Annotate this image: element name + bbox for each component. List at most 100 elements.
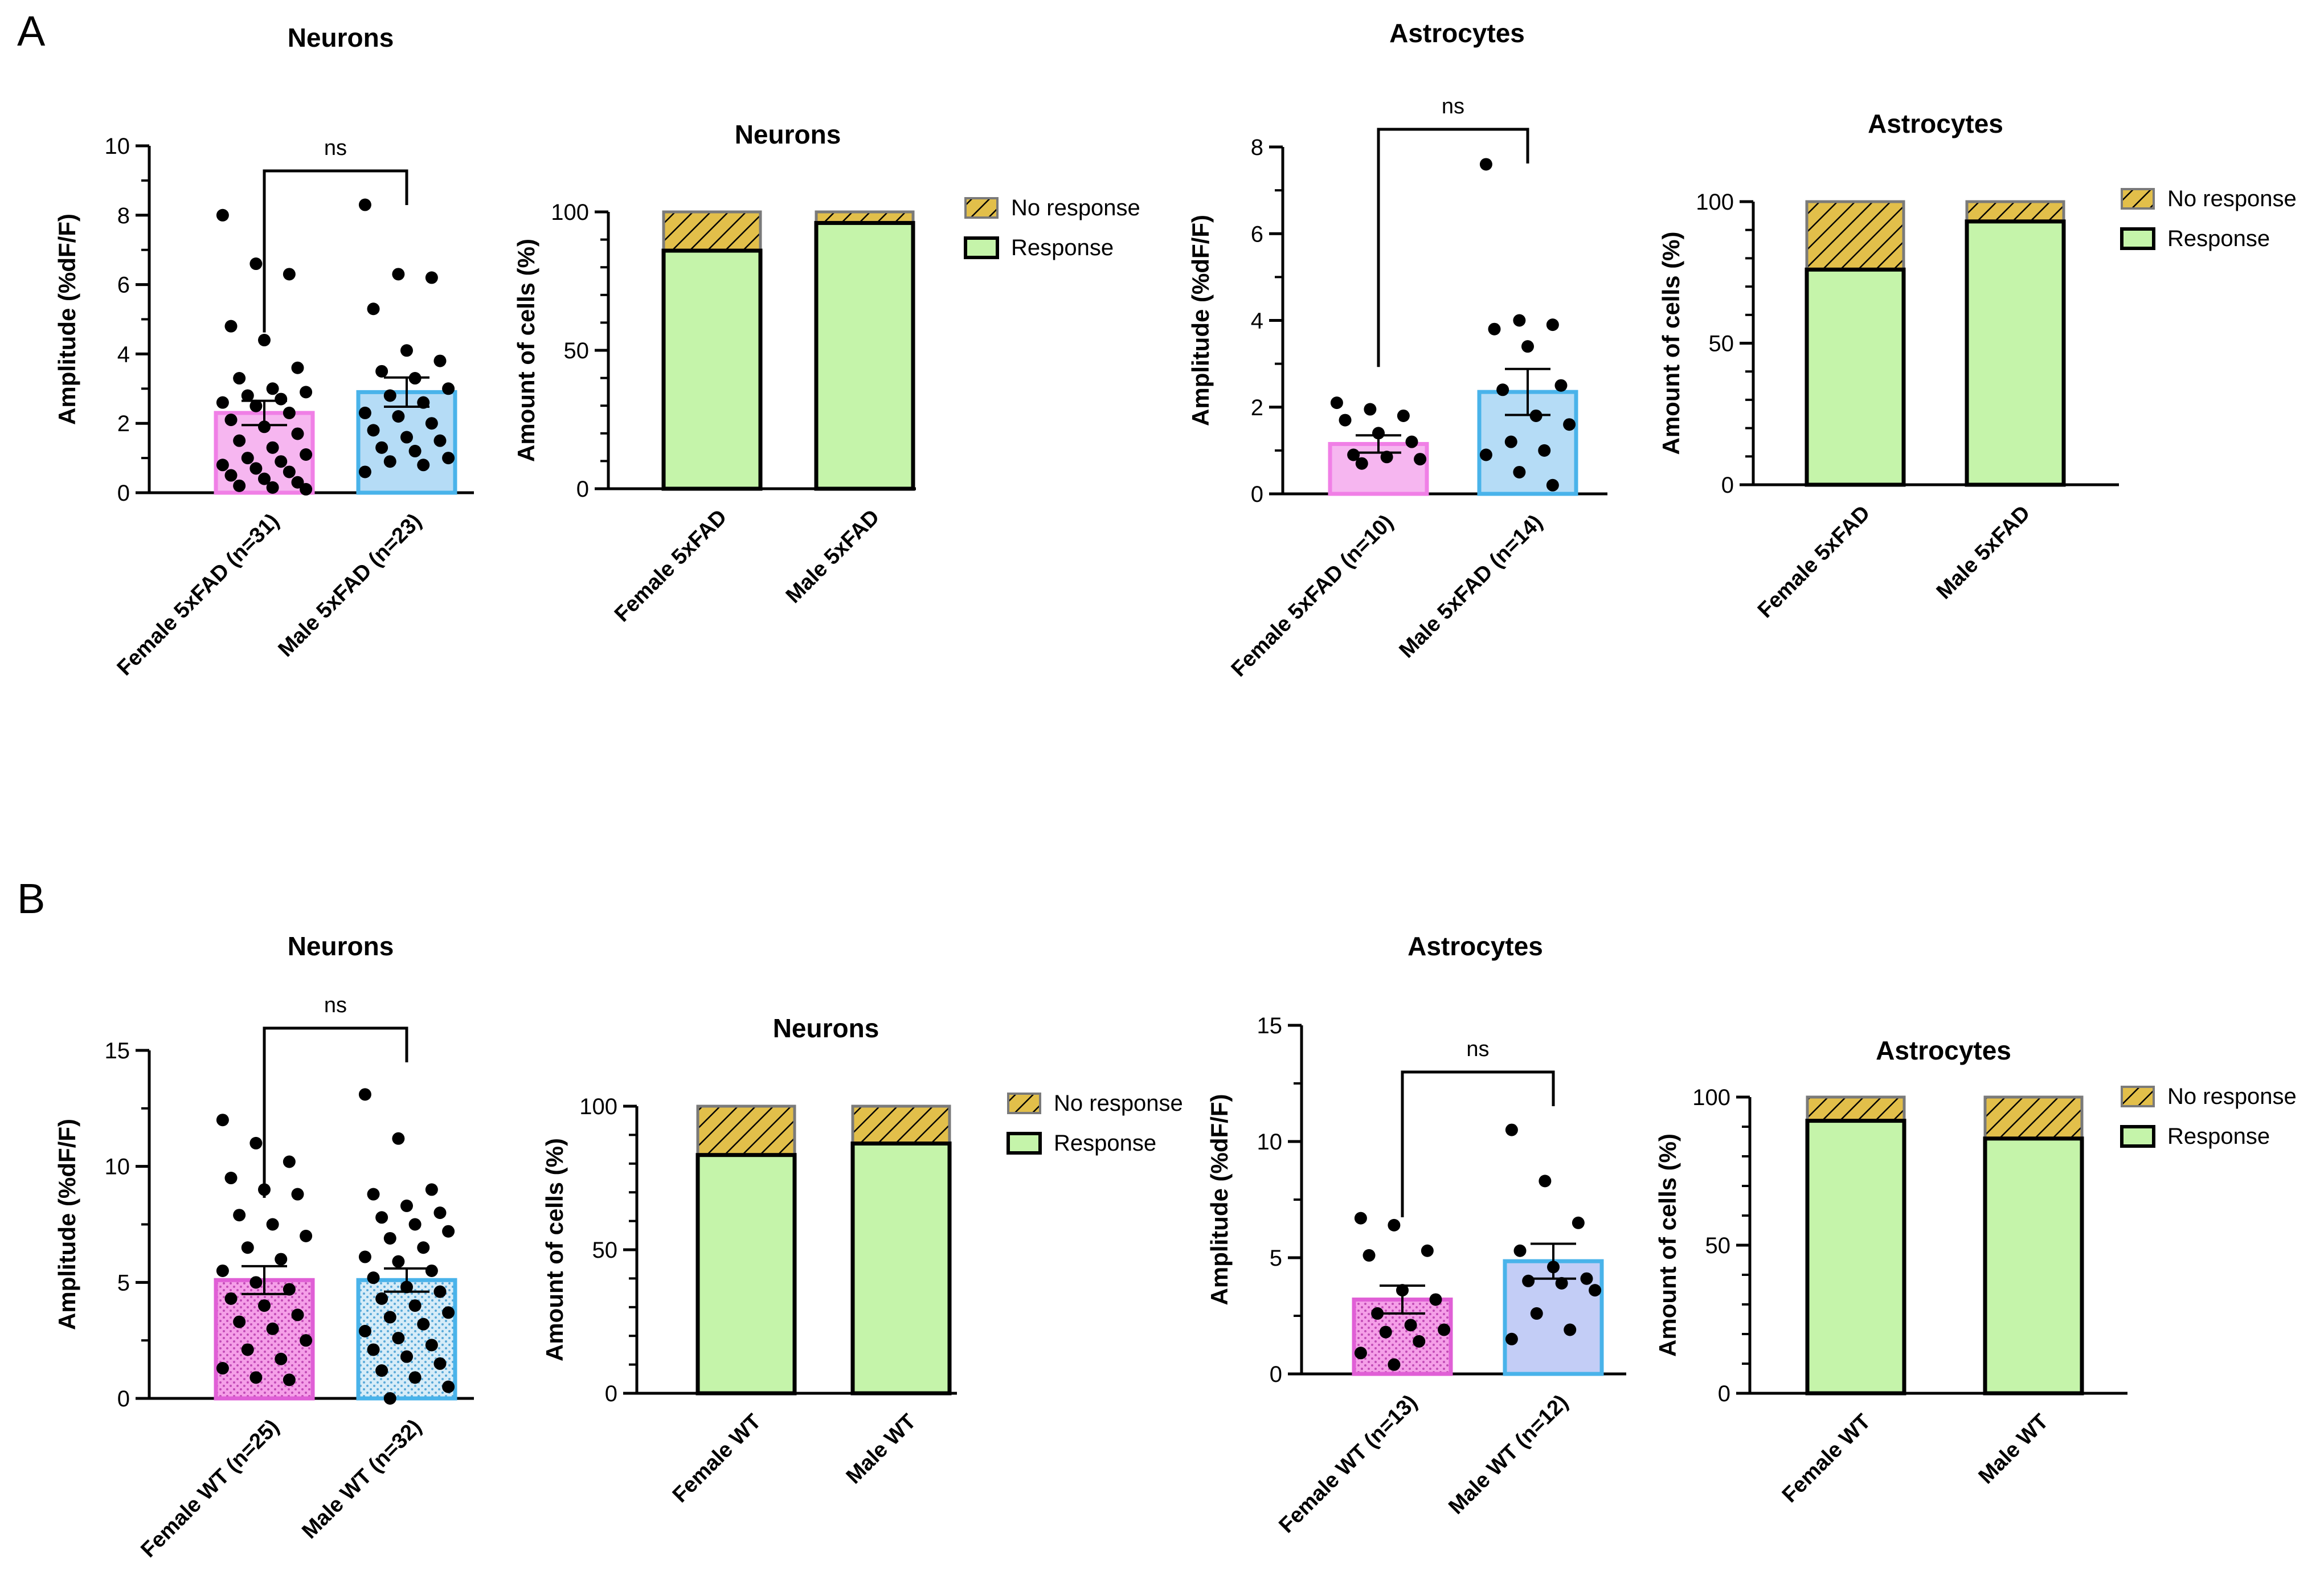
data-point: [1505, 1332, 1518, 1345]
data-point: [1505, 1123, 1518, 1136]
data-point: [275, 1352, 288, 1365]
data-point: [1339, 414, 1352, 427]
legend-label-response: Response: [2167, 1124, 2270, 1149]
data-point: [241, 389, 254, 402]
data-point: [392, 1332, 405, 1345]
x-tick-label: Female WT (n=25): [136, 1415, 284, 1562]
y-tick-label: 0: [117, 1386, 130, 1412]
x-tick-label: Male 5xFAD (n=23): [273, 509, 426, 662]
data-point: [425, 271, 438, 284]
x-tick-label: Male 5xFAD: [1932, 501, 2035, 604]
data-point: [241, 1241, 254, 1254]
data-point: [1522, 1274, 1535, 1287]
data-point: [1580, 1272, 1593, 1285]
data-point: [216, 1264, 229, 1277]
data-point: [291, 361, 304, 374]
data-point: [1397, 409, 1410, 422]
data-point: [1354, 1347, 1367, 1360]
data-point: [300, 1334, 313, 1347]
data-point: [1521, 340, 1534, 353]
data-point: [241, 1343, 254, 1356]
data-point: [367, 424, 380, 437]
data-point: [358, 1088, 371, 1101]
significance-bracket: [1377, 128, 1529, 367]
y-tick-label: 100: [579, 1094, 617, 1119]
y-axis-label: Amplitude (%dF/F): [54, 214, 80, 425]
x-tick-label: Female 5xFAD: [610, 505, 731, 627]
bar-segment-no-response: [1983, 1095, 2084, 1140]
legend-swatch-response: [1006, 1132, 1042, 1155]
chart-title: Neurons: [288, 931, 394, 961]
bar-segment-no-response: [1805, 200, 1905, 271]
data-point: [408, 1218, 422, 1231]
data-point: [1363, 1249, 1376, 1262]
data-point: [1563, 418, 1576, 431]
data-point: [417, 459, 430, 472]
bar-segment-response: [1983, 1136, 2084, 1396]
data-point: [1504, 435, 1517, 448]
data-point: [1546, 318, 1559, 332]
bar: [1477, 390, 1578, 496]
data-point: [1405, 435, 1418, 448]
data-point: [383, 389, 396, 402]
y-tick-label: 100: [551, 200, 589, 225]
y-tick-label: 50: [1705, 1233, 1731, 1258]
data-point: [375, 365, 388, 378]
data-point: [258, 1299, 271, 1312]
y-tick-label: 15: [105, 1038, 130, 1063]
y-tick-label: 100: [1692, 1085, 1730, 1110]
data-point: [275, 392, 288, 406]
data-point: [408, 444, 422, 457]
data-point: [224, 1292, 238, 1305]
charts-layer: 0 2 4 6 8 10 Amplitude (%dF/F) Neurons Female 5x…: [54, 18, 2297, 1562]
y-axis-label: Amount of cells (%): [1654, 1134, 1681, 1357]
chart-title: Astrocytes: [1868, 109, 2003, 138]
data-point: [367, 1343, 380, 1356]
chart-b-1: 0 5 10 15 Amplitude (%dF/F) Neurons Female WT …: [54, 931, 474, 1562]
data-point: [233, 434, 246, 447]
y-axis-label: Amplitude (%dF/F): [1187, 215, 1214, 426]
y-tick-label: 4: [117, 342, 130, 367]
bar-segment-response: [695, 1153, 797, 1396]
data-point: [1488, 322, 1501, 336]
y-tick-label: 50: [592, 1238, 618, 1263]
chart-a-3: 0 2 4 6 8 Amplitude (%dF/F) Astrocytes Female 5…: [1187, 18, 1607, 681]
y-tick-label: 15: [1257, 1013, 1283, 1038]
data-point: [216, 459, 229, 472]
data-point: [1538, 444, 1551, 457]
legend-label-no-response: No response: [2167, 1084, 2297, 1109]
chart-title: Neurons: [735, 120, 841, 149]
bar-segment-response: [850, 1142, 952, 1396]
data-point: [383, 1392, 396, 1405]
significance-label: ns: [1466, 1037, 1489, 1061]
chart-title: Neurons: [288, 23, 394, 52]
data-point: [375, 1292, 388, 1305]
data-point: [283, 406, 296, 419]
data-point: [283, 268, 296, 281]
data-point: [383, 1232, 396, 1245]
data-point: [408, 1371, 422, 1384]
bar-segment-no-response: [1806, 1095, 1906, 1123]
data-point: [1413, 1335, 1426, 1348]
y-tick-label: 0: [1721, 473, 1734, 498]
x-tick-label: Male 5xFAD (n=14): [1394, 510, 1547, 663]
x-tick-label: Male 5xFAD: [782, 505, 885, 608]
data-point: [258, 420, 271, 433]
bar-segment-response: [1805, 267, 1906, 487]
data-point: [442, 1380, 455, 1393]
data-point: [233, 479, 246, 492]
legend-swatch-no-response: [2121, 1086, 2155, 1107]
data-point: [300, 448, 313, 461]
bar-segment-no-response: [662, 210, 762, 252]
data-point: [241, 452, 254, 465]
bar-segment-no-response: [851, 1104, 951, 1145]
legend-swatch-no-response: [1007, 1093, 1041, 1114]
data-point: [233, 372, 246, 385]
y-tick-label: 50: [1709, 332, 1734, 357]
y-axis-label: Amplitude (%dF/F): [54, 1119, 80, 1330]
data-point: [224, 469, 238, 482]
data-point: [433, 1357, 447, 1370]
chart-b-4: 0 50 100 Amount of cells (%) Astrocytes Femal…: [1654, 1036, 2297, 1507]
data-point: [375, 1364, 388, 1377]
data-point: [367, 302, 380, 316]
